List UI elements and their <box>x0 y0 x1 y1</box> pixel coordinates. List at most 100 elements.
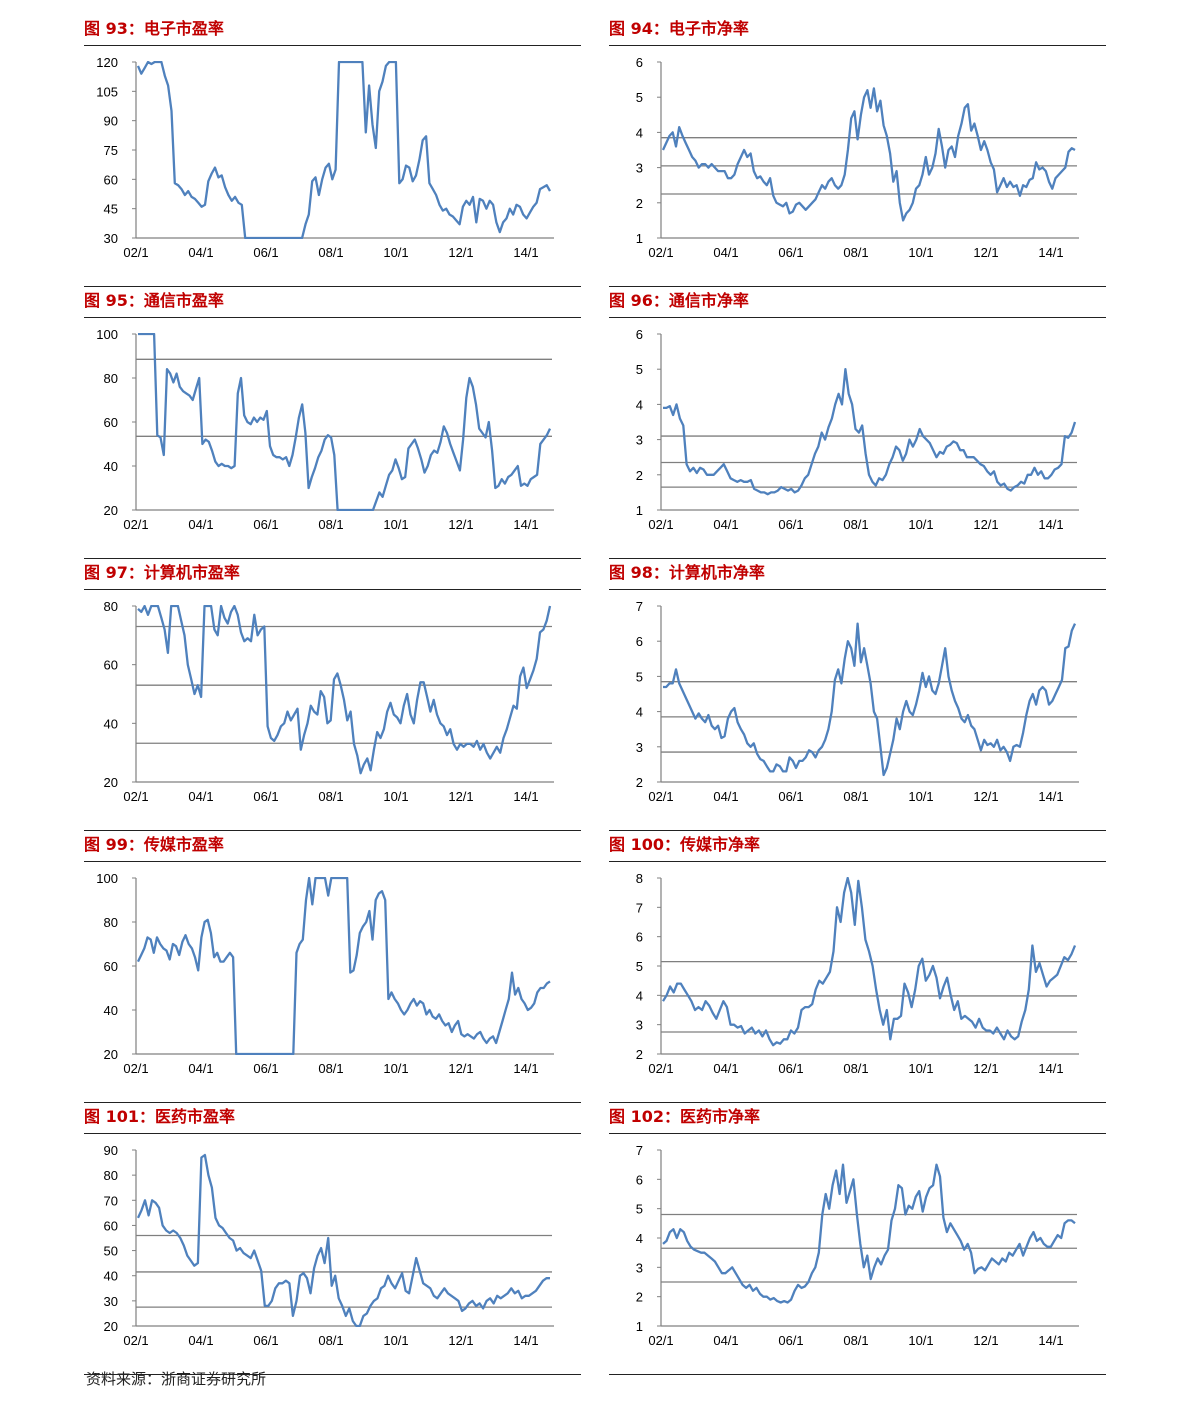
x-tick-label: 14/1 <box>513 1333 538 1348</box>
y-tick-label: 5 <box>636 90 643 105</box>
title-rule <box>609 589 1106 590</box>
series-line <box>661 87 1076 222</box>
x-tick-label: 12/1 <box>973 789 998 804</box>
x-tick-label: 04/1 <box>188 245 213 260</box>
series-line <box>136 877 551 1055</box>
y-tick-label: 4 <box>636 1231 643 1246</box>
x-tick-label: 12/1 <box>973 1333 998 1348</box>
chart-title: 图 101：医药市盈率 <box>84 1107 235 1126</box>
x-tick-label: 04/1 <box>713 789 738 804</box>
chart-plot: 20 40 60 80 100 02/1 04/1 06/1 08/1 10/1 12/1 14/1 <box>96 327 554 532</box>
series-line <box>663 368 1077 496</box>
y-tick-label: 45 <box>104 202 118 217</box>
x-tick-label: 02/1 <box>123 245 148 260</box>
y-tick-label: 6 <box>636 634 643 649</box>
y-tick-label: 75 <box>104 143 118 158</box>
title-rule <box>84 317 581 318</box>
x-tick-label: 08/1 <box>318 789 343 804</box>
x-tick-label: 02/1 <box>123 789 148 804</box>
y-tick-label: 2 <box>636 1290 643 1305</box>
bottom-rule <box>609 1374 1106 1375</box>
x-tick-label: 12/1 <box>448 517 473 532</box>
x-tick-label: 14/1 <box>513 1061 538 1076</box>
chart-plot: 20 40 60 80 100 02/1 04/1 06/1 08/1 10/1 12/1 14/1 <box>96 871 554 1076</box>
title-rule <box>84 589 581 590</box>
x-tick-label: 06/1 <box>778 1333 803 1348</box>
y-tick-label: 20 <box>104 503 118 518</box>
y-tick-label: 60 <box>104 658 118 673</box>
chart-panel-101: 图 101：医药市盈率 20 30 40 50 60 70 80 90 02/1 04/1 06/1… <box>84 1104 581 1378</box>
y-tick-label: 4 <box>636 125 643 140</box>
source-note: 资料来源：浙商证券研究所 <box>86 1370 267 1388</box>
x-tick-label: 08/1 <box>318 245 343 260</box>
x-tick-label: 08/1 <box>843 517 868 532</box>
y-tick-label: 5 <box>636 669 643 684</box>
y-tick-label: 50 <box>104 1244 118 1259</box>
y-tick-label: 20 <box>104 775 118 790</box>
y-tick-label: 6 <box>636 930 643 945</box>
x-tick-label: 06/1 <box>778 517 803 532</box>
x-tick-label: 08/1 <box>318 1061 343 1076</box>
chart-panel-97: 图 97：计算机市盈率 20 40 60 80 02/1 04/1 06/1 08/1 10/1… <box>84 560 581 834</box>
x-tick-label: 08/1 <box>843 245 868 260</box>
x-tick-label: 08/1 <box>843 1333 868 1348</box>
y-tick-label: 5 <box>636 362 643 377</box>
x-tick-label: 02/1 <box>123 517 148 532</box>
x-tick-label: 04/1 <box>713 245 738 260</box>
x-tick-label: 02/1 <box>648 1333 673 1348</box>
chart-plot: 20 40 60 80 02/1 04/1 06/1 08/1 10/1 12/1 14/1 <box>104 599 554 804</box>
x-tick-label: 12/1 <box>448 245 473 260</box>
y-tick-label: 4 <box>636 988 643 1003</box>
x-tick-label: 14/1 <box>1038 517 1063 532</box>
series-line <box>136 1153 550 1327</box>
y-tick-label: 1 <box>636 231 643 246</box>
y-tick-label: 80 <box>104 915 118 930</box>
series-line <box>137 605 552 775</box>
x-tick-label: 10/1 <box>383 245 408 260</box>
x-tick-label: 14/1 <box>1038 1333 1063 1348</box>
chart-plot: 30 45 60 75 90 105 120 02/1 04/1 06/1 08/1 10/1 12/1… <box>96 55 554 260</box>
y-tick-label: 7 <box>636 900 643 915</box>
y-tick-label: 105 <box>96 84 118 99</box>
x-tick-label: 06/1 <box>253 789 278 804</box>
x-tick-label: 08/1 <box>843 789 868 804</box>
bottom-rule <box>609 1102 1106 1103</box>
y-tick-label: 6 <box>636 327 643 342</box>
x-tick-label: 06/1 <box>253 1333 278 1348</box>
x-tick-label: 04/1 <box>188 1061 213 1076</box>
x-tick-label: 08/1 <box>318 517 343 532</box>
y-tick-label: 60 <box>104 415 118 430</box>
x-tick-label: 10/1 <box>383 517 408 532</box>
x-tick-label: 02/1 <box>123 1061 148 1076</box>
y-tick-label: 40 <box>104 1003 118 1018</box>
y-tick-label: 7 <box>636 599 643 614</box>
chart-plot: 2 3 4 5 6 7 02/1 04/1 06/1 08/1 10/1 12/1 14/1 <box>636 599 1079 804</box>
x-tick-label: 14/1 <box>513 245 538 260</box>
chart-title: 图 94：电子市净率 <box>609 19 749 38</box>
chart-panel-100: 图 100：传媒市净率 2 3 4 5 6 7 8 02/1 04/1 06/1 08/1 10/1 1… <box>609 832 1106 1106</box>
y-tick-label: 20 <box>104 1319 118 1334</box>
y-tick-label: 30 <box>104 1294 118 1309</box>
series-line <box>138 333 552 511</box>
x-tick-label: 02/1 <box>648 245 673 260</box>
x-tick-label: 10/1 <box>383 1061 408 1076</box>
bottom-rule <box>609 558 1106 559</box>
y-tick-label: 40 <box>104 716 118 731</box>
y-tick-label: 4 <box>636 705 643 720</box>
chart-panel-98: 图 98：计算机市净率 2 3 4 5 6 7 02/1 04/1 06/1 08/1 10/1 12… <box>609 560 1106 834</box>
chart-panel-102: 图 102：医药市净率 1 2 3 4 5 6 7 02/1 04/1 06/1 08/1 10/1 1… <box>609 1104 1106 1378</box>
x-tick-label: 12/1 <box>448 1061 473 1076</box>
x-tick-label: 08/1 <box>318 1333 343 1348</box>
y-tick-label: 30 <box>104 231 118 246</box>
y-tick-label: 80 <box>104 371 118 386</box>
x-tick-label: 12/1 <box>973 245 998 260</box>
y-tick-label: 60 <box>104 172 118 187</box>
y-tick-label: 40 <box>104 459 118 474</box>
y-tick-label: 3 <box>636 740 643 755</box>
x-tick-label: 02/1 <box>648 517 673 532</box>
y-tick-label: 60 <box>104 959 118 974</box>
chart-panel-99: 图 99：传媒市盈率 20 40 60 80 100 02/1 04/1 06/1 08/1 10… <box>84 832 581 1106</box>
y-tick-label: 4 <box>636 397 643 412</box>
bottom-rule <box>84 558 581 559</box>
y-tick-label: 2 <box>636 1047 643 1062</box>
